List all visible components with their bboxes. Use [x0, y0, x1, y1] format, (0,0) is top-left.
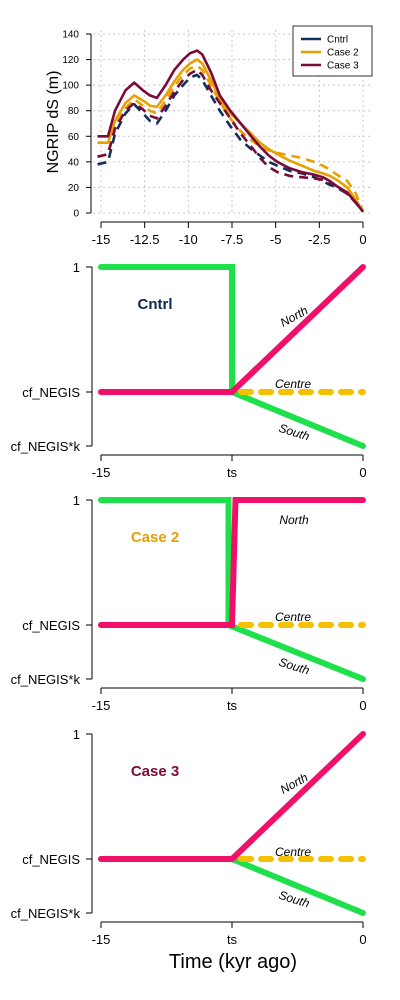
y-tick-label: 0 [73, 209, 79, 220]
case-label: Cntrl [138, 296, 173, 313]
y-tick-label: 1 [73, 493, 80, 508]
series-line-pink [98, 731, 366, 862]
x-tick-label: -10 [179, 232, 198, 247]
x-tick-label: -15 [92, 232, 111, 247]
y-tick-label: cf_NEGIS [22, 385, 80, 400]
series-line-case-2-dashed [97, 64, 365, 213]
x-tick-label: ts [227, 465, 238, 480]
series-line-case-2-solid [97, 58, 365, 213]
y-tick-label: 100 [62, 81, 79, 92]
x-axis-title: Time (kyr ago) [169, 951, 297, 973]
series-line-green [98, 264, 366, 449]
series-line-cntrl-dashed [97, 73, 365, 213]
x-tick-label: 0 [359, 232, 366, 247]
x-tick-label: -12.5 [130, 232, 160, 247]
series-line-green [98, 856, 366, 916]
y-tick-label: 1 [73, 727, 80, 742]
branch-label-centre: Centre [275, 377, 311, 391]
y-tick-label: cf_NEGIS [22, 852, 80, 867]
branch-label-centre: Centre [275, 610, 311, 624]
y-tick-label: cf_NEGIS*k [11, 439, 81, 454]
x-tick-label: -15 [92, 932, 111, 947]
legend: Cntrl Case 2 Case 3 [292, 25, 373, 77]
x-tick-label: -2.5 [308, 232, 330, 247]
case2-scenario-chart: 1 cf_NEGIS cf_NEGIS*k -15 ts 0 Case 2 North Cent… [11, 493, 367, 713]
y-axis-title: NGRIP dS (m) [45, 71, 62, 174]
series-line-case-3-dashed [97, 68, 365, 213]
y-tick-label: 80 [68, 106, 80, 117]
series-line-pink [98, 497, 366, 628]
ngrip-elevation-chart: 0 20 40 60 80 100 120 140 -15 -12.5 -10 -7.5 -5 -2.5 0… [45, 25, 373, 247]
x-tick-label: 0 [359, 932, 366, 947]
x-tick-label: -7.5 [221, 232, 243, 247]
legend-label: Cntrl [327, 35, 348, 46]
y-tick-label: cf_NEGIS*k [11, 906, 81, 921]
y-tick-label: 140 [62, 30, 79, 41]
case-label: Case 3 [131, 763, 179, 780]
case-label: Case 2 [131, 529, 179, 546]
x-tick-label: 0 [359, 698, 366, 713]
x-tick-label: 0 [359, 465, 366, 480]
x-tick-label: -5 [270, 232, 282, 247]
legend-label: Case 2 [327, 48, 359, 59]
series-line-green [98, 497, 366, 682]
x-tick-label: ts [227, 932, 238, 947]
y-tick-label: cf_NEGIS*k [11, 672, 81, 687]
y-tick-label: 40 [68, 157, 80, 168]
x-tick-label: -15 [92, 465, 111, 480]
y-tick-label: cf_NEGIS [22, 618, 80, 633]
x-tick-label: -15 [92, 698, 111, 713]
y-tick-label: 60 [68, 132, 80, 143]
branch-label-north: North [279, 513, 309, 527]
branch-label-centre: Centre [275, 845, 311, 859]
y-tick-label: 20 [68, 183, 80, 194]
series-line-pink [98, 264, 366, 395]
y-tick-label: 120 [62, 55, 79, 66]
y-tick-label: 1 [73, 260, 80, 275]
x-tick-label: ts [227, 698, 238, 713]
series-line-case-3-solid [97, 49, 365, 213]
legend-label: Case 3 [327, 61, 359, 72]
